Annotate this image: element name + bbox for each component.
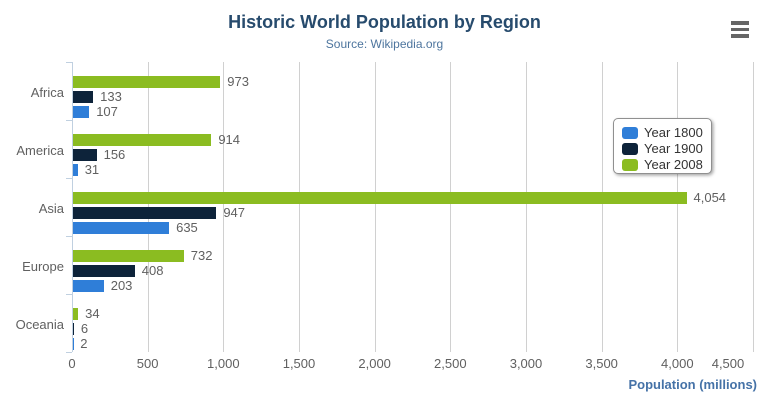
gridline [753, 62, 754, 352]
data-label: 732 [190, 248, 213, 263]
legend-label: Year 1900 [644, 141, 703, 156]
legend-item-year-1900[interactable]: Year 1900 [622, 141, 711, 157]
data-label: 34 [85, 306, 100, 321]
chart-subtitle: Source: Wikipedia.org [325, 37, 444, 51]
data-label: 635 [176, 220, 198, 235]
bar-asia-year-2008[interactable] [73, 192, 687, 204]
x-tick-label: 1,500 [282, 356, 316, 371]
category-label-oceania: Oceania [15, 317, 64, 332]
data-label: 6 [80, 321, 89, 336]
bar-asia-year-1800[interactable] [73, 222, 170, 234]
data-label: 4,054 [693, 190, 727, 205]
data-label: 408 [141, 263, 164, 278]
hamburger-bar [731, 34, 749, 38]
category-label-america: America [16, 143, 64, 158]
gridline [526, 62, 527, 352]
legend-item-year-2008[interactable]: Year 2008 [622, 157, 711, 173]
gridline [374, 62, 376, 352]
hamburger-bar [731, 27, 749, 31]
y-axis-tick [66, 120, 72, 121]
bar-europe-year-1900[interactable] [73, 265, 135, 277]
data-label: 31 [84, 162, 100, 177]
bar-asia-year-1900[interactable] [73, 207, 217, 219]
legend: Year 1800 Year 1900 Year 2008 [613, 118, 712, 174]
y-axis-tick [66, 236, 72, 237]
gridline [677, 62, 679, 352]
gridline [299, 62, 300, 352]
x-tick-label: 3,000 [509, 356, 543, 371]
x-tick-label: 1,000 [207, 356, 240, 371]
bar-africa-year-1800[interactable] [73, 106, 90, 118]
category-label-africa: Africa [30, 85, 64, 100]
gridline [601, 62, 603, 352]
y-axis-line [72, 62, 73, 352]
x-tick-label: 500 [136, 356, 159, 371]
category-label-europe: Europe [22, 259, 64, 274]
legend-swatch [622, 127, 638, 139]
data-label: 973 [227, 74, 249, 89]
y-axis-tick [66, 178, 72, 179]
x-axis-title: Population (millions) [628, 377, 757, 392]
bar-america-year-2008[interactable] [73, 134, 212, 146]
x-tick-label: 0 [68, 356, 76, 371]
bar-oceania-year-1900[interactable] [73, 323, 74, 335]
gridline [450, 62, 452, 352]
hamburger-icon[interactable] [730, 20, 754, 42]
legend-item-year-1800[interactable]: Year 1800 [622, 125, 711, 141]
data-label: 107 [96, 104, 118, 119]
data-label: 2 [80, 336, 88, 351]
bar-america-year-1800[interactable] [73, 164, 78, 176]
y-axis-tick [66, 294, 72, 295]
y-axis-tick [66, 62, 72, 63]
x-tick-label: 2,500 [434, 356, 467, 371]
bar-america-year-1900[interactable] [73, 149, 97, 161]
bar-europe-year-1800[interactable] [73, 280, 104, 292]
data-label: 203 [110, 278, 133, 293]
y-axis-tick [66, 352, 72, 353]
x-tick-label: 4,000 [661, 356, 694, 371]
x-tick-label: 3,500 [585, 356, 618, 371]
hamburger-bar [731, 21, 749, 25]
legend-swatch [622, 143, 638, 155]
category-label-asia: Asia [38, 201, 64, 216]
data-label: 133 [100, 89, 122, 104]
bar-africa-year-2008[interactable] [73, 76, 221, 88]
data-label: 914 [218, 132, 241, 147]
bar-europe-year-2008[interactable] [73, 250, 184, 262]
x-tick-label: 2,000 [358, 356, 391, 371]
data-label: 156 [103, 147, 126, 162]
data-label: 947 [223, 205, 246, 220]
legend-swatch [622, 159, 638, 171]
x-tick-label: 4,500 [711, 356, 745, 371]
bar-oceania-year-2008[interactable] [73, 308, 79, 320]
legend-label: Year 1800 [644, 125, 703, 140]
legend-label: Year 2008 [644, 157, 703, 172]
bar-africa-year-1900[interactable] [73, 91, 94, 103]
chart-title: Historic World Population by Region [228, 12, 541, 32]
gridline [223, 62, 225, 352]
